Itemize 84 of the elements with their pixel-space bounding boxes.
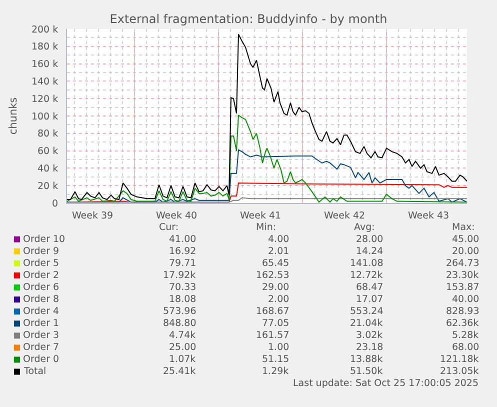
y-tick-label: 40 k bbox=[37, 164, 59, 175]
text: 121.18k bbox=[440, 354, 480, 365]
text: Last update: Sat Oct 25 17:00:05 2025 bbox=[293, 378, 479, 389]
y-tick-label: 60 k bbox=[37, 146, 59, 158]
text: 264.73 bbox=[446, 258, 480, 269]
text: 2.00 bbox=[268, 294, 290, 305]
legend-label: Order 9 bbox=[23, 246, 60, 257]
y-tick-label: 0 bbox=[52, 198, 58, 210]
text: 62.36k bbox=[446, 318, 480, 329]
text: 29.00 bbox=[262, 282, 290, 293]
text: 17.07 bbox=[356, 294, 384, 305]
x-tick-label: Week 41 bbox=[240, 210, 282, 222]
text: 17.92k bbox=[163, 270, 196, 281]
text: 45.00 bbox=[452, 234, 480, 245]
y-tick-label: 120 k bbox=[31, 94, 59, 105]
y-tick-label: 140 k bbox=[31, 76, 59, 88]
text: 20.00 bbox=[452, 246, 480, 257]
text: 4.00 bbox=[268, 234, 290, 245]
text: 1.29k bbox=[262, 366, 290, 377]
x-tick-label: Week 43 bbox=[408, 210, 450, 222]
text: 13.88k bbox=[350, 354, 384, 365]
text: 25.41k bbox=[163, 366, 196, 377]
legend-label: Total bbox=[23, 366, 46, 377]
text: 4.74k bbox=[169, 330, 196, 341]
text: 3.02k bbox=[356, 330, 384, 341]
chart-title: External fragmentation: Buddyinfo - by month bbox=[110, 12, 388, 26]
legend-label: Order 1 bbox=[23, 318, 60, 329]
y-tick-label: 20 k bbox=[37, 180, 59, 192]
legend-label: Order 4 bbox=[23, 306, 60, 317]
text: 553.24 bbox=[350, 306, 384, 317]
legend-label: Order 0 bbox=[23, 354, 60, 365]
text: 12.72k bbox=[350, 270, 384, 281]
legend-label: Order 3 bbox=[23, 330, 60, 341]
legend-label: Order 8 bbox=[23, 294, 60, 305]
text: 79.71 bbox=[169, 258, 196, 269]
text: 18.08 bbox=[169, 294, 196, 305]
text: 21.04k bbox=[350, 318, 384, 329]
text: 51.15 bbox=[262, 354, 290, 365]
text: 848.80 bbox=[163, 318, 196, 329]
text: 153.87 bbox=[446, 282, 480, 293]
x-tick-label: Week 40 bbox=[156, 210, 198, 222]
text: 68.00 bbox=[452, 342, 480, 353]
legend-label: Order 10 bbox=[23, 234, 66, 245]
legend-label: Order 7 bbox=[23, 342, 60, 353]
text: 168.67 bbox=[256, 306, 290, 317]
y-axis-title: chunks bbox=[7, 97, 20, 135]
text: Min: bbox=[256, 222, 276, 233]
y-tick-label: 160 k bbox=[31, 59, 59, 70]
text: 40.00 bbox=[452, 294, 480, 305]
text: Avg: bbox=[354, 222, 375, 233]
legend-label: Order 6 bbox=[23, 282, 60, 293]
text: 1.00 bbox=[268, 342, 290, 353]
text: 14.24 bbox=[356, 246, 384, 257]
text: 2.01 bbox=[268, 246, 290, 257]
text: 213.05k bbox=[440, 366, 480, 377]
text: 828.93 bbox=[446, 306, 480, 317]
y-tick-label: 80 k bbox=[37, 128, 59, 140]
y-tick-label: 200 k bbox=[31, 24, 59, 36]
text: 161.57 bbox=[256, 330, 290, 341]
text: 28.00 bbox=[356, 234, 384, 245]
text: 1.07k bbox=[169, 354, 196, 365]
text: 23.30k bbox=[446, 270, 480, 281]
legend-label: Order 2 bbox=[23, 270, 60, 281]
text: 573.96 bbox=[163, 306, 196, 317]
text: 65.45 bbox=[262, 258, 290, 269]
y-tick-label: 100 k bbox=[31, 111, 59, 122]
text: 23.18 bbox=[356, 342, 384, 353]
text: 77.05 bbox=[262, 318, 290, 329]
text: 141.08 bbox=[350, 258, 384, 269]
x-tick-label: Week 39 bbox=[72, 210, 114, 222]
text: 68.47 bbox=[356, 282, 384, 293]
legend-label: Order 5 bbox=[23, 258, 60, 269]
text: 51.50k bbox=[350, 366, 384, 377]
text: 16.92 bbox=[169, 246, 196, 257]
text: 25.00 bbox=[169, 342, 196, 353]
y-tick-label: 180 k bbox=[31, 42, 59, 53]
line-series bbox=[67, 34, 467, 200]
text: 70.33 bbox=[169, 282, 196, 293]
text: Cur: bbox=[159, 222, 179, 233]
text: 162.53 bbox=[256, 270, 290, 281]
x-tick-label: Week 42 bbox=[324, 210, 366, 222]
text: Max: bbox=[452, 222, 475, 233]
text: 5.28k bbox=[452, 330, 480, 341]
text: 41.00 bbox=[169, 234, 196, 245]
